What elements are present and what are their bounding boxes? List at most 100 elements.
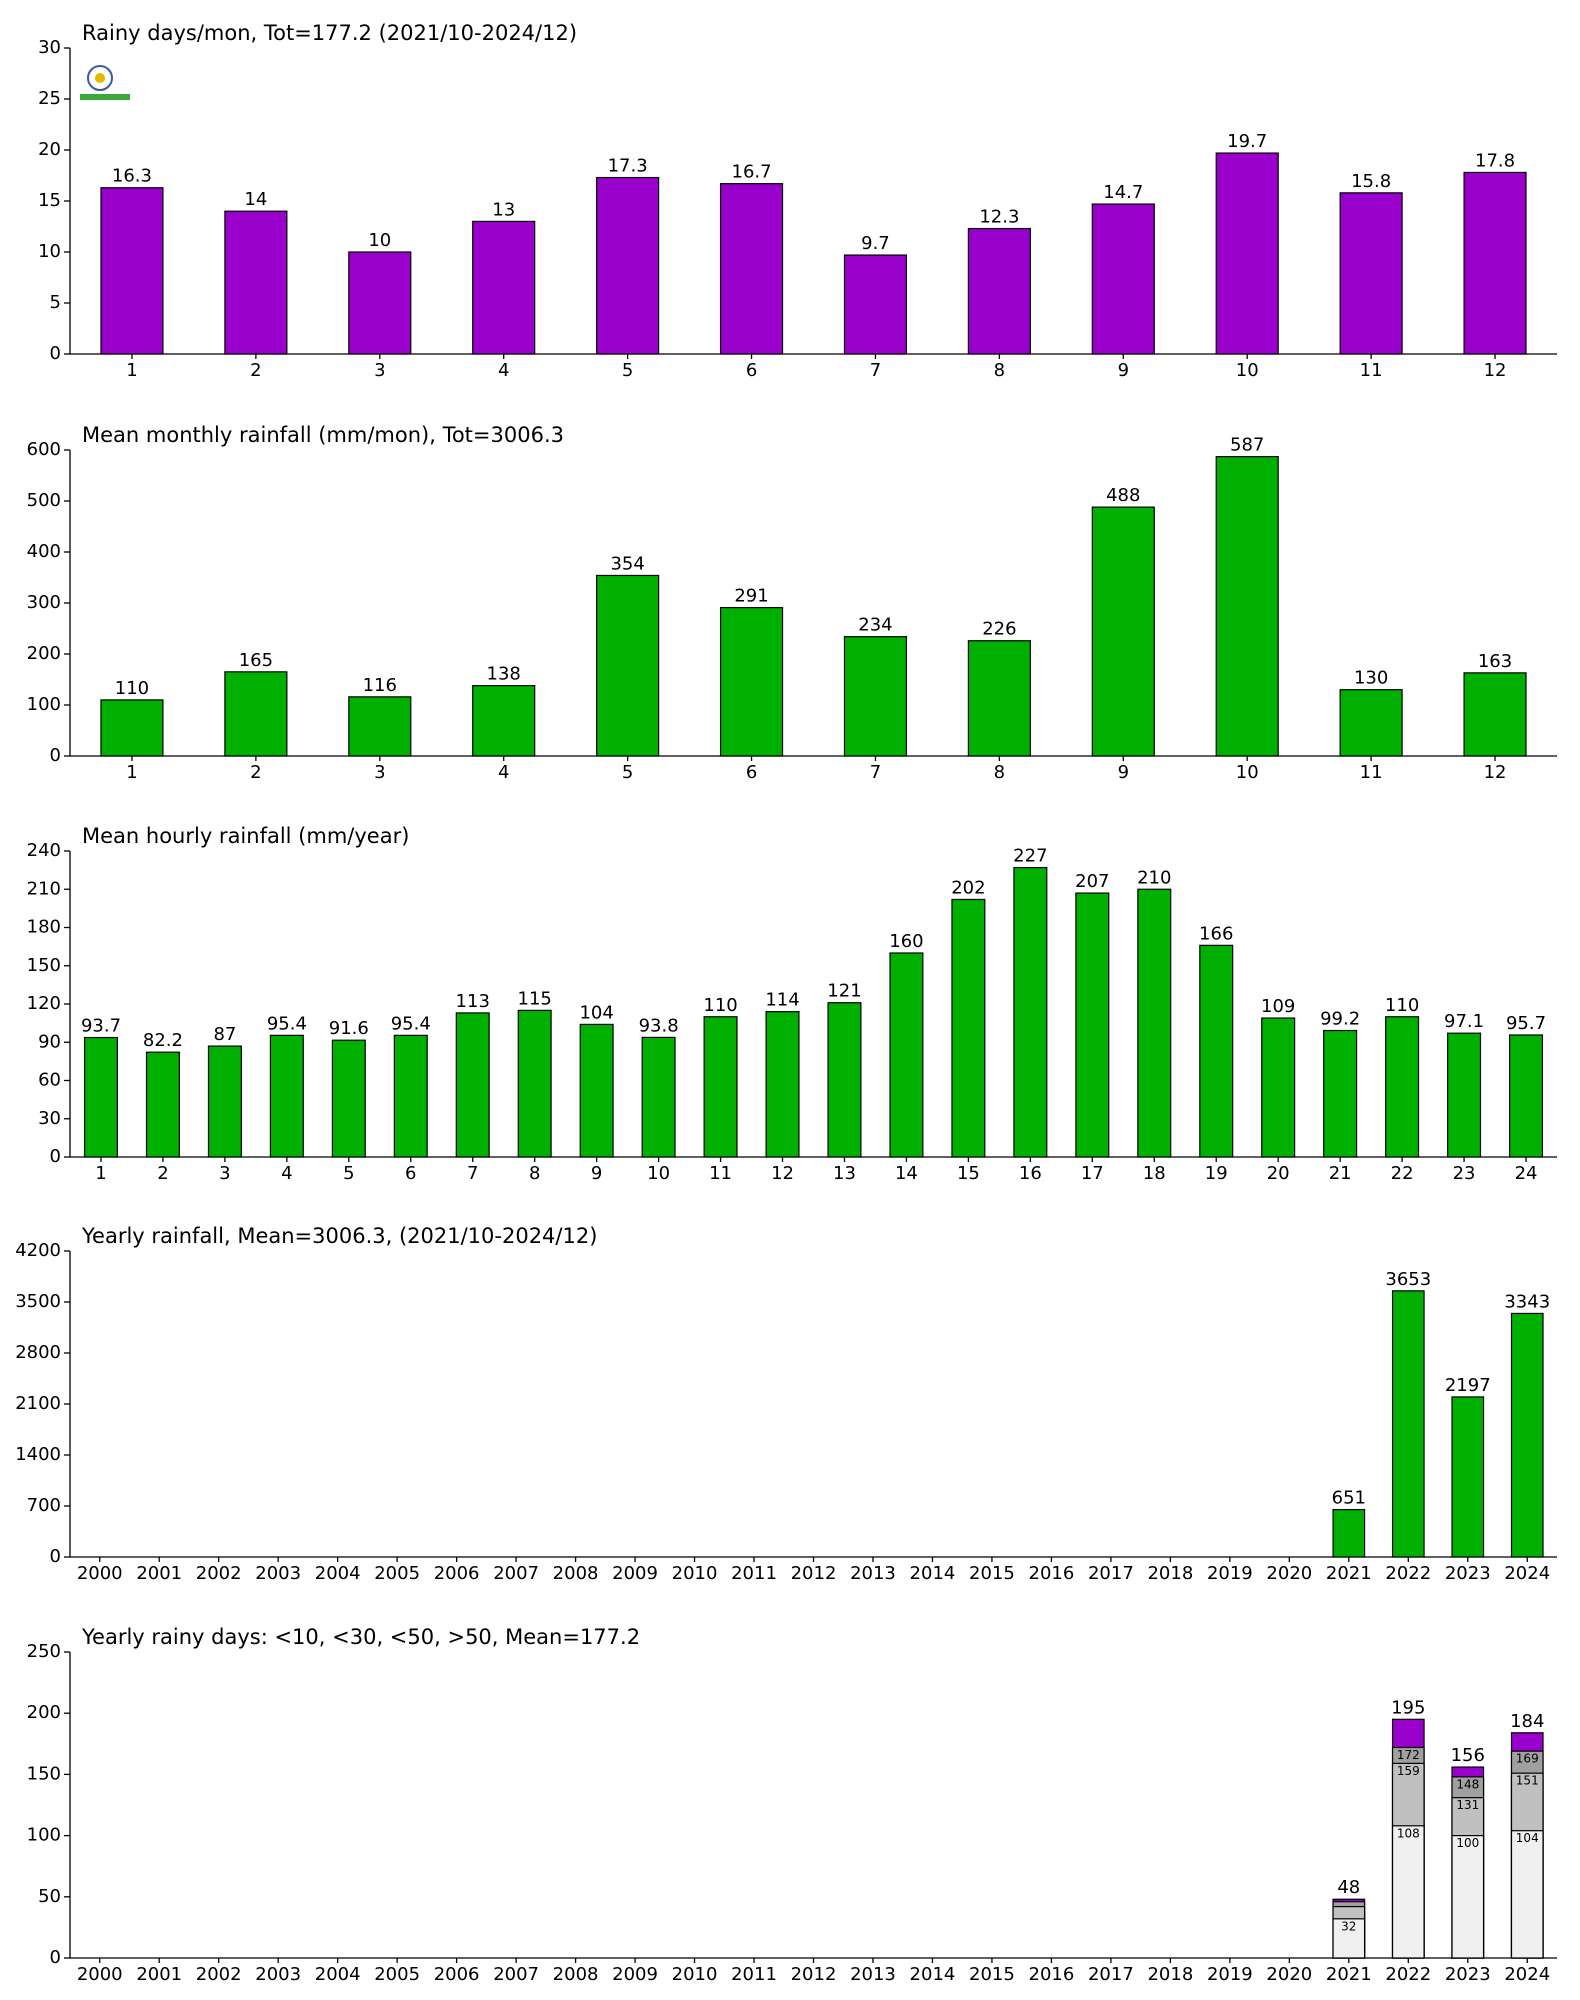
total-label: 48 xyxy=(1337,1877,1360,1898)
x-tick-label: 2016 xyxy=(1029,1563,1075,1584)
bar xyxy=(889,952,924,1158)
x-tick-label: 2015 xyxy=(969,1563,1015,1584)
x-tick-label: 2019 xyxy=(1207,1964,1253,1985)
bar xyxy=(224,671,288,757)
segment-label: 172 xyxy=(1397,1748,1420,1762)
value-label: 113 xyxy=(456,991,490,1012)
x-tick-label: 8 xyxy=(529,1163,540,1184)
x-tick-label: 2019 xyxy=(1207,1563,1253,1584)
segment-label: 169 xyxy=(1516,1752,1539,1766)
y-tick-label: 0 xyxy=(50,1546,61,1567)
x-tick-label: 2003 xyxy=(255,1563,301,1584)
x-tick-label: 2001 xyxy=(136,1563,182,1584)
x-tick-label: 4 xyxy=(498,762,509,783)
value-label: 163 xyxy=(1478,651,1512,672)
x-tick-label: 23 xyxy=(1453,1163,1476,1184)
x-tick-label: 5 xyxy=(622,360,633,381)
bar xyxy=(1137,888,1172,1158)
value-label: 488 xyxy=(1106,485,1140,506)
x-tick-label: 2018 xyxy=(1147,1964,1193,1985)
value-label: 95.4 xyxy=(267,1013,307,1034)
bar xyxy=(1339,192,1403,355)
value-label: 116 xyxy=(363,675,397,696)
x-tick-label: 12 xyxy=(1484,360,1507,381)
y-tick-label: 600 xyxy=(27,439,61,460)
bar-segment xyxy=(1332,1918,1366,1959)
chart-title: Mean hourly rainfall (mm/year) xyxy=(82,824,409,848)
value-label: 9.7 xyxy=(861,233,890,254)
value-label: 138 xyxy=(487,664,521,685)
segment-label: 148 xyxy=(1456,1777,1479,1791)
x-tick-label: 1 xyxy=(126,762,137,783)
value-label: 99.2 xyxy=(1320,1009,1360,1030)
bar xyxy=(1215,456,1279,757)
bar xyxy=(100,699,164,757)
x-tick-label: 2023 xyxy=(1445,1563,1491,1584)
x-tick-label: 2020 xyxy=(1266,1964,1312,1985)
x-tick-label: 2007 xyxy=(493,1563,539,1584)
total-label: 184 xyxy=(1510,1711,1544,1732)
bar xyxy=(719,183,784,355)
value-label: 2197 xyxy=(1445,1375,1491,1396)
x-tick-label: 2022 xyxy=(1385,1563,1431,1584)
value-label: 14.7 xyxy=(1103,182,1143,203)
bar xyxy=(517,1009,552,1158)
bar xyxy=(455,1012,490,1158)
x-tick-label: 2024 xyxy=(1504,1964,1550,1985)
bar xyxy=(843,636,908,757)
x-tick-label: 2022 xyxy=(1385,1964,1431,1985)
bar xyxy=(596,574,660,757)
x-tick-label: 2 xyxy=(250,762,261,783)
x-tick-label: 13 xyxy=(833,1163,856,1184)
bar xyxy=(472,220,536,355)
x-tick-label: 7 xyxy=(467,1163,478,1184)
value-label: 109 xyxy=(1261,996,1295,1017)
y-tick-label: 30 xyxy=(38,1108,61,1129)
value-label: 13 xyxy=(492,199,515,220)
value-label: 93.8 xyxy=(639,1015,679,1036)
bar xyxy=(1091,506,1155,757)
x-tick-label: 2017 xyxy=(1088,1563,1134,1584)
value-label: 114 xyxy=(765,990,799,1011)
bar-segment xyxy=(1510,1830,1544,1959)
x-tick-label: 24 xyxy=(1515,1163,1538,1184)
bar xyxy=(1385,1016,1420,1158)
x-tick-label: 1 xyxy=(95,1163,106,1184)
value-label: 130 xyxy=(1354,668,1388,689)
x-tick-label: 2021 xyxy=(1326,1563,1372,1584)
y-tick-label: 0 xyxy=(50,343,61,364)
x-tick-label: 2 xyxy=(250,360,261,381)
bar xyxy=(1463,171,1527,355)
bar xyxy=(348,251,412,355)
y-tick-label: 100 xyxy=(27,1825,61,1846)
value-label: 12.3 xyxy=(979,207,1019,228)
bar xyxy=(843,254,908,355)
bar xyxy=(951,898,986,1158)
x-tick-label: 2017 xyxy=(1088,1964,1134,1985)
bar xyxy=(1332,1508,1366,1558)
bar xyxy=(207,1045,242,1158)
value-label: 110 xyxy=(115,678,149,699)
y-tick-label: 2800 xyxy=(15,1342,61,1363)
x-tick-label: 2011 xyxy=(731,1964,777,1985)
x-tick-label: 2013 xyxy=(850,1964,896,1985)
bar xyxy=(1215,152,1279,355)
x-tick-label: 2018 xyxy=(1147,1563,1193,1584)
x-tick-label: 9 xyxy=(591,1163,602,1184)
y-tick-label: 3500 xyxy=(15,1291,61,1312)
y-tick-label: 1400 xyxy=(15,1444,61,1465)
chart-title: Yearly rainfall, Mean=3006.3, (2021/10-2… xyxy=(81,1224,597,1248)
bar xyxy=(967,640,1031,757)
x-tick-label: 2 xyxy=(157,1163,168,1184)
x-tick-label: 2013 xyxy=(850,1563,896,1584)
x-tick-label: 17 xyxy=(1081,1163,1104,1184)
bar xyxy=(967,227,1031,355)
x-tick-label: 2012 xyxy=(791,1563,837,1584)
x-tick-label: 2008 xyxy=(553,1964,599,1985)
x-tick-label: 22 xyxy=(1391,1163,1414,1184)
x-tick-label: 2002 xyxy=(196,1563,242,1584)
bar xyxy=(1261,1017,1296,1158)
segment-label: 104 xyxy=(1516,1831,1539,1845)
chart-title: Yearly rainy days: <10, <30, <50, >50, M… xyxy=(81,1625,640,1649)
value-label: 14 xyxy=(244,189,267,210)
